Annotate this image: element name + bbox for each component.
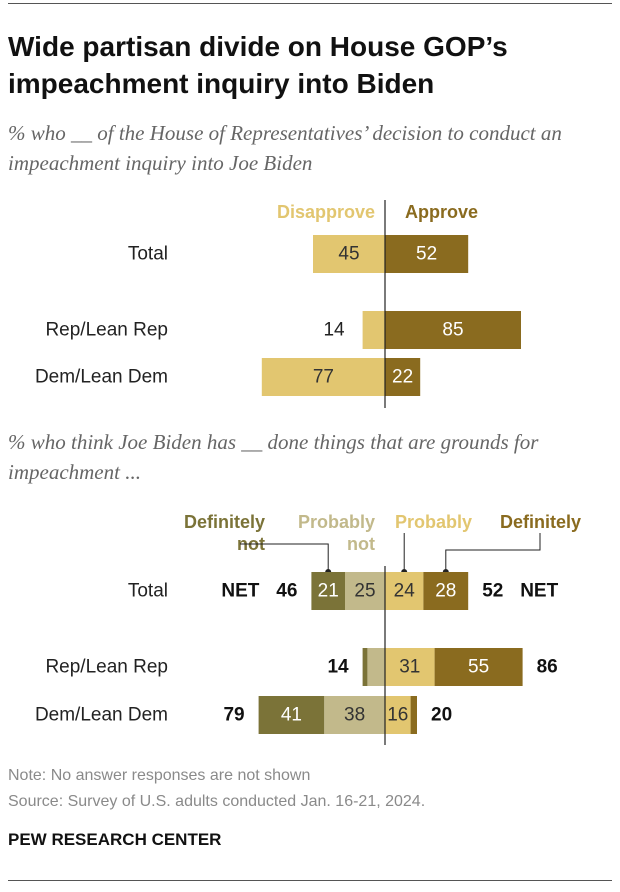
category-label-2-rep-lean-rep: Rep/Lean Rep — [45, 657, 168, 678]
bar-definitely-total — [423, 572, 469, 610]
bar-disapprove-dem-lean-dem — [261, 358, 385, 396]
leader-line-definitely-not — [240, 543, 329, 572]
bar-approve-total — [385, 235, 469, 273]
bar-approve-rep-lean-rep — [385, 311, 521, 349]
bar-definitely-not-total — [311, 572, 345, 610]
net-yes-value-total: 52 — [482, 581, 503, 602]
chart-subtitle-2: % who think Joe Biden has __ done things… — [8, 430, 539, 484]
bar-approve-dem-lean-dem — [385, 358, 421, 396]
chart-title: Wide partisan divide on House GOP’s impe… — [8, 31, 508, 99]
bar-probably-dem-lean-dem — [385, 696, 411, 734]
bar-disapprove-rep-lean-rep — [362, 311, 385, 349]
legend-approve: Approve — [405, 202, 478, 222]
data-label-probably-dem-lean-dem: 16 — [387, 705, 408, 726]
chart-subtitle-1: % who __ of the House of Representatives… — [8, 121, 562, 175]
bar-probably-not-total — [345, 572, 385, 610]
data-label-approve-rep-lean-rep: 85 — [442, 320, 463, 341]
data-label-definitely-rep-lean-rep: 55 — [468, 657, 489, 678]
brand-logo-text: PEW RESEARCH CENTER — [8, 830, 222, 849]
category-label-total: Total — [128, 244, 168, 265]
category-label-rep-lean-rep: Rep/Lean Rep — [45, 320, 168, 341]
legend-probably-not: Probably — [298, 512, 375, 532]
bar-definitely-dem-lean-dem — [410, 696, 417, 734]
net-yes-value-dem-lean-dem: 20 — [431, 705, 452, 726]
bar-definitely-not-dem-lean-dem — [258, 696, 325, 734]
net-label-left: NET — [221, 581, 259, 602]
bar-probably-not-rep-lean-rep — [367, 648, 385, 686]
data-label-definitely-total: 28 — [435, 581, 456, 602]
bar-definitely-rep-lean-rep — [434, 648, 523, 686]
bottom-rule — [8, 880, 612, 881]
category-label-dem-lean-dem: Dem/Lean Dem — [35, 367, 168, 388]
data-label-probably-not-dem-lean-dem: 38 — [344, 705, 365, 726]
data-label-disapprove-dem-lean-dem: 77 — [313, 367, 334, 388]
data-label-approve-dem-lean-dem: 22 — [392, 367, 413, 388]
data-label-probably-not-total: 25 — [354, 581, 375, 602]
legend-definitely: Definitely — [500, 512, 581, 532]
bar-probably-total — [385, 572, 424, 610]
legend-definitely-not: Definitely — [184, 512, 265, 532]
data-label-probably-rep-lean-rep: 31 — [399, 657, 420, 678]
bar-definitely-not-rep-lean-rep — [362, 648, 368, 686]
bar-disapprove-total — [313, 235, 385, 273]
top-rule — [8, 3, 612, 4]
legend-probably-not-line2: not — [347, 534, 375, 554]
data-label-disapprove-rep-lean-rep: 14 — [323, 320, 345, 341]
source-text: Source: Survey of U.S. adults conducted … — [8, 793, 426, 810]
bar-probably-rep-lean-rep — [385, 648, 435, 686]
data-label-definitely-not-dem-lean-dem: 41 — [281, 705, 302, 726]
bar-probably-not-dem-lean-dem — [324, 696, 385, 734]
net-not-value-dem-lean-dem: 79 — [223, 705, 244, 726]
data-label-definitely-not-total: 21 — [318, 581, 339, 602]
note-text: Note: No answer responses are not shown — [8, 767, 311, 784]
data-label-disapprove-total: 45 — [338, 244, 359, 265]
legend-disapprove: Disapprove — [277, 202, 375, 222]
net-yes-value-rep-lean-rep: 86 — [537, 657, 558, 678]
category-label-2-dem-lean-dem: Dem/Lean Dem — [35, 705, 168, 726]
leader-line-definitely — [445, 533, 541, 572]
net-not-value-total: 46 — [276, 581, 297, 602]
data-label-probably-total: 24 — [394, 581, 416, 602]
category-label-2-total: Total — [128, 581, 168, 602]
net-not-value-rep-lean-rep: 14 — [327, 657, 349, 678]
net-label-right: NET — [520, 581, 558, 602]
legend-probably: Probably — [395, 512, 472, 532]
data-label-approve-total: 52 — [416, 244, 437, 265]
